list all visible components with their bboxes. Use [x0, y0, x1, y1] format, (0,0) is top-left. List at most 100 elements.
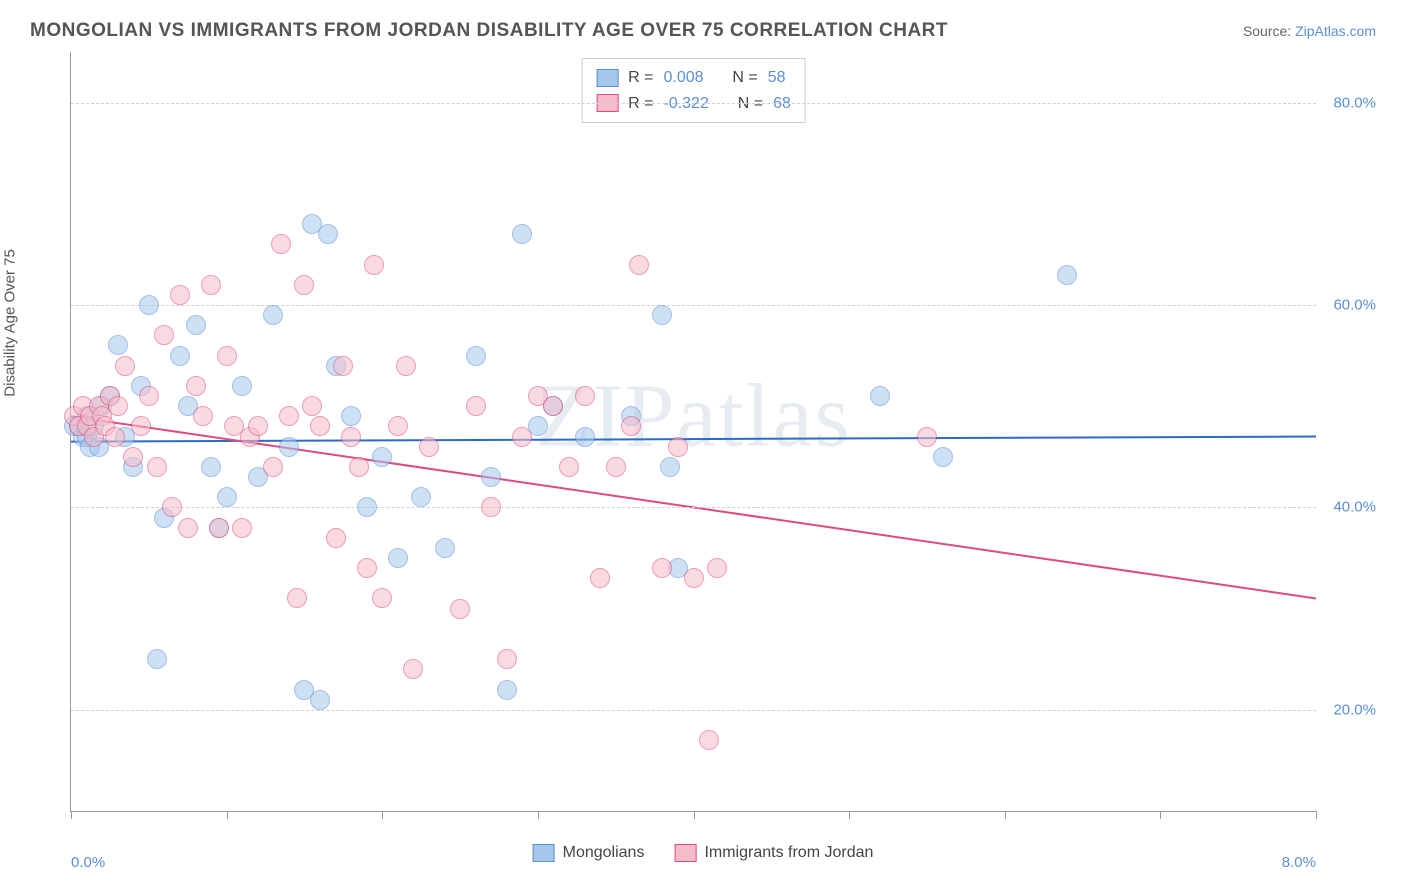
- scatter-point: [147, 649, 167, 669]
- scatter-point: [388, 416, 408, 436]
- scatter-point: [310, 416, 330, 436]
- scatter-point: [497, 649, 517, 669]
- plot-area: ZIPatlas R = 0.008 N = 58 R = -0.322: [70, 52, 1316, 812]
- scatter-point: [388, 548, 408, 568]
- source-link[interactable]: ZipAtlas.com: [1295, 23, 1376, 39]
- x-tick: [694, 811, 695, 819]
- scatter-point: [139, 295, 159, 315]
- scatter-point: [590, 568, 610, 588]
- scatter-point: [302, 396, 322, 416]
- x-tick: [849, 811, 850, 819]
- scatter-point: [364, 255, 384, 275]
- x-tick: [71, 811, 72, 819]
- scatter-point: [870, 386, 890, 406]
- scatter-point: [123, 447, 143, 467]
- scatter-point: [372, 447, 392, 467]
- scatter-point: [318, 224, 338, 244]
- scatter-point: [279, 437, 299, 457]
- scatter-point: [512, 224, 532, 244]
- scatter-point: [621, 416, 641, 436]
- scatter-point: [372, 588, 392, 608]
- y-tick-label: 60.0%: [1333, 297, 1376, 314]
- scatter-point: [606, 457, 626, 477]
- scatter-point: [1057, 265, 1077, 285]
- scatter-point: [209, 518, 229, 538]
- stats-n-label-1: N =: [732, 65, 757, 91]
- scatter-point: [512, 427, 532, 447]
- scatter-point: [279, 406, 299, 426]
- scatter-point: [108, 396, 128, 416]
- scatter-point: [310, 690, 330, 710]
- scatter-point: [170, 285, 190, 305]
- scatter-point: [933, 447, 953, 467]
- scatter-point: [131, 416, 151, 436]
- x-tick: [382, 811, 383, 819]
- scatter-point: [333, 356, 353, 376]
- scatter-point: [629, 255, 649, 275]
- scatter-point: [201, 457, 221, 477]
- title-row: MONGOLIAN VS IMMIGRANTS FROM JORDAN DISA…: [20, 20, 1386, 52]
- gridline: [71, 507, 1316, 508]
- y-tick-label: 80.0%: [1333, 94, 1376, 111]
- scatter-point: [186, 315, 206, 335]
- scatter-point: [341, 406, 361, 426]
- scatter-point: [466, 346, 486, 366]
- x-tick: [1316, 811, 1317, 819]
- scatter-point: [497, 680, 517, 700]
- scatter-point: [668, 437, 688, 457]
- scatter-point: [396, 356, 416, 376]
- scatter-point: [349, 457, 369, 477]
- scatter-point: [917, 427, 937, 447]
- x-tick: [538, 811, 539, 819]
- source-citation: Source: ZipAtlas.com: [1243, 23, 1376, 39]
- scatter-point: [263, 457, 283, 477]
- scatter-point: [248, 416, 268, 436]
- stats-r-value-1: 0.008: [663, 65, 703, 91]
- legend-swatch-1: [596, 69, 618, 87]
- scatter-point: [139, 386, 159, 406]
- scatter-point: [201, 275, 221, 295]
- scatter-point: [154, 325, 174, 345]
- scatter-point: [115, 356, 135, 376]
- scatter-point: [481, 467, 501, 487]
- scatter-point: [108, 335, 128, 355]
- scatter-point: [707, 558, 727, 578]
- scatter-point: [652, 558, 672, 578]
- scatter-point: [178, 518, 198, 538]
- stats-row-1: R = 0.008 N = 58: [596, 65, 791, 91]
- scatter-point: [411, 487, 431, 507]
- scatter-point: [186, 376, 206, 396]
- scatter-point: [403, 659, 423, 679]
- stats-legend: R = 0.008 N = 58 R = -0.322 N = 68: [581, 58, 806, 123]
- scatter-point: [232, 376, 252, 396]
- scatter-point: [294, 275, 314, 295]
- scatter-point: [105, 427, 125, 447]
- scatter-point: [652, 305, 672, 325]
- scatter-point: [271, 234, 291, 254]
- scatter-point: [575, 386, 595, 406]
- bottom-legend-item-2: Immigrants from Jordan: [674, 844, 873, 862]
- scatter-point: [193, 406, 213, 426]
- bottom-swatch-2: [674, 844, 696, 862]
- x-tick: [1005, 811, 1006, 819]
- scatter-point: [217, 346, 237, 366]
- stats-n-value-1: 58: [768, 65, 786, 91]
- scatter-point: [419, 437, 439, 457]
- y-tick-label: 20.0%: [1333, 701, 1376, 718]
- chart-container: MONGOLIAN VS IMMIGRANTS FROM JORDAN DISA…: [0, 0, 1406, 892]
- scatter-point: [575, 427, 595, 447]
- scatter-point: [466, 396, 486, 416]
- scatter-point: [263, 305, 283, 325]
- scatter-point: [559, 457, 579, 477]
- gridline: [71, 710, 1316, 711]
- scatter-point: [660, 457, 680, 477]
- y-tick-label: 40.0%: [1333, 499, 1376, 516]
- x-tick-label: 8.0%: [1282, 854, 1316, 871]
- source-label: Source:: [1243, 23, 1295, 39]
- scatter-point: [170, 346, 190, 366]
- scatter-point: [684, 568, 704, 588]
- bottom-swatch-1: [533, 844, 555, 862]
- scatter-point: [699, 730, 719, 750]
- scatter-point: [162, 497, 182, 517]
- scatter-point: [217, 487, 237, 507]
